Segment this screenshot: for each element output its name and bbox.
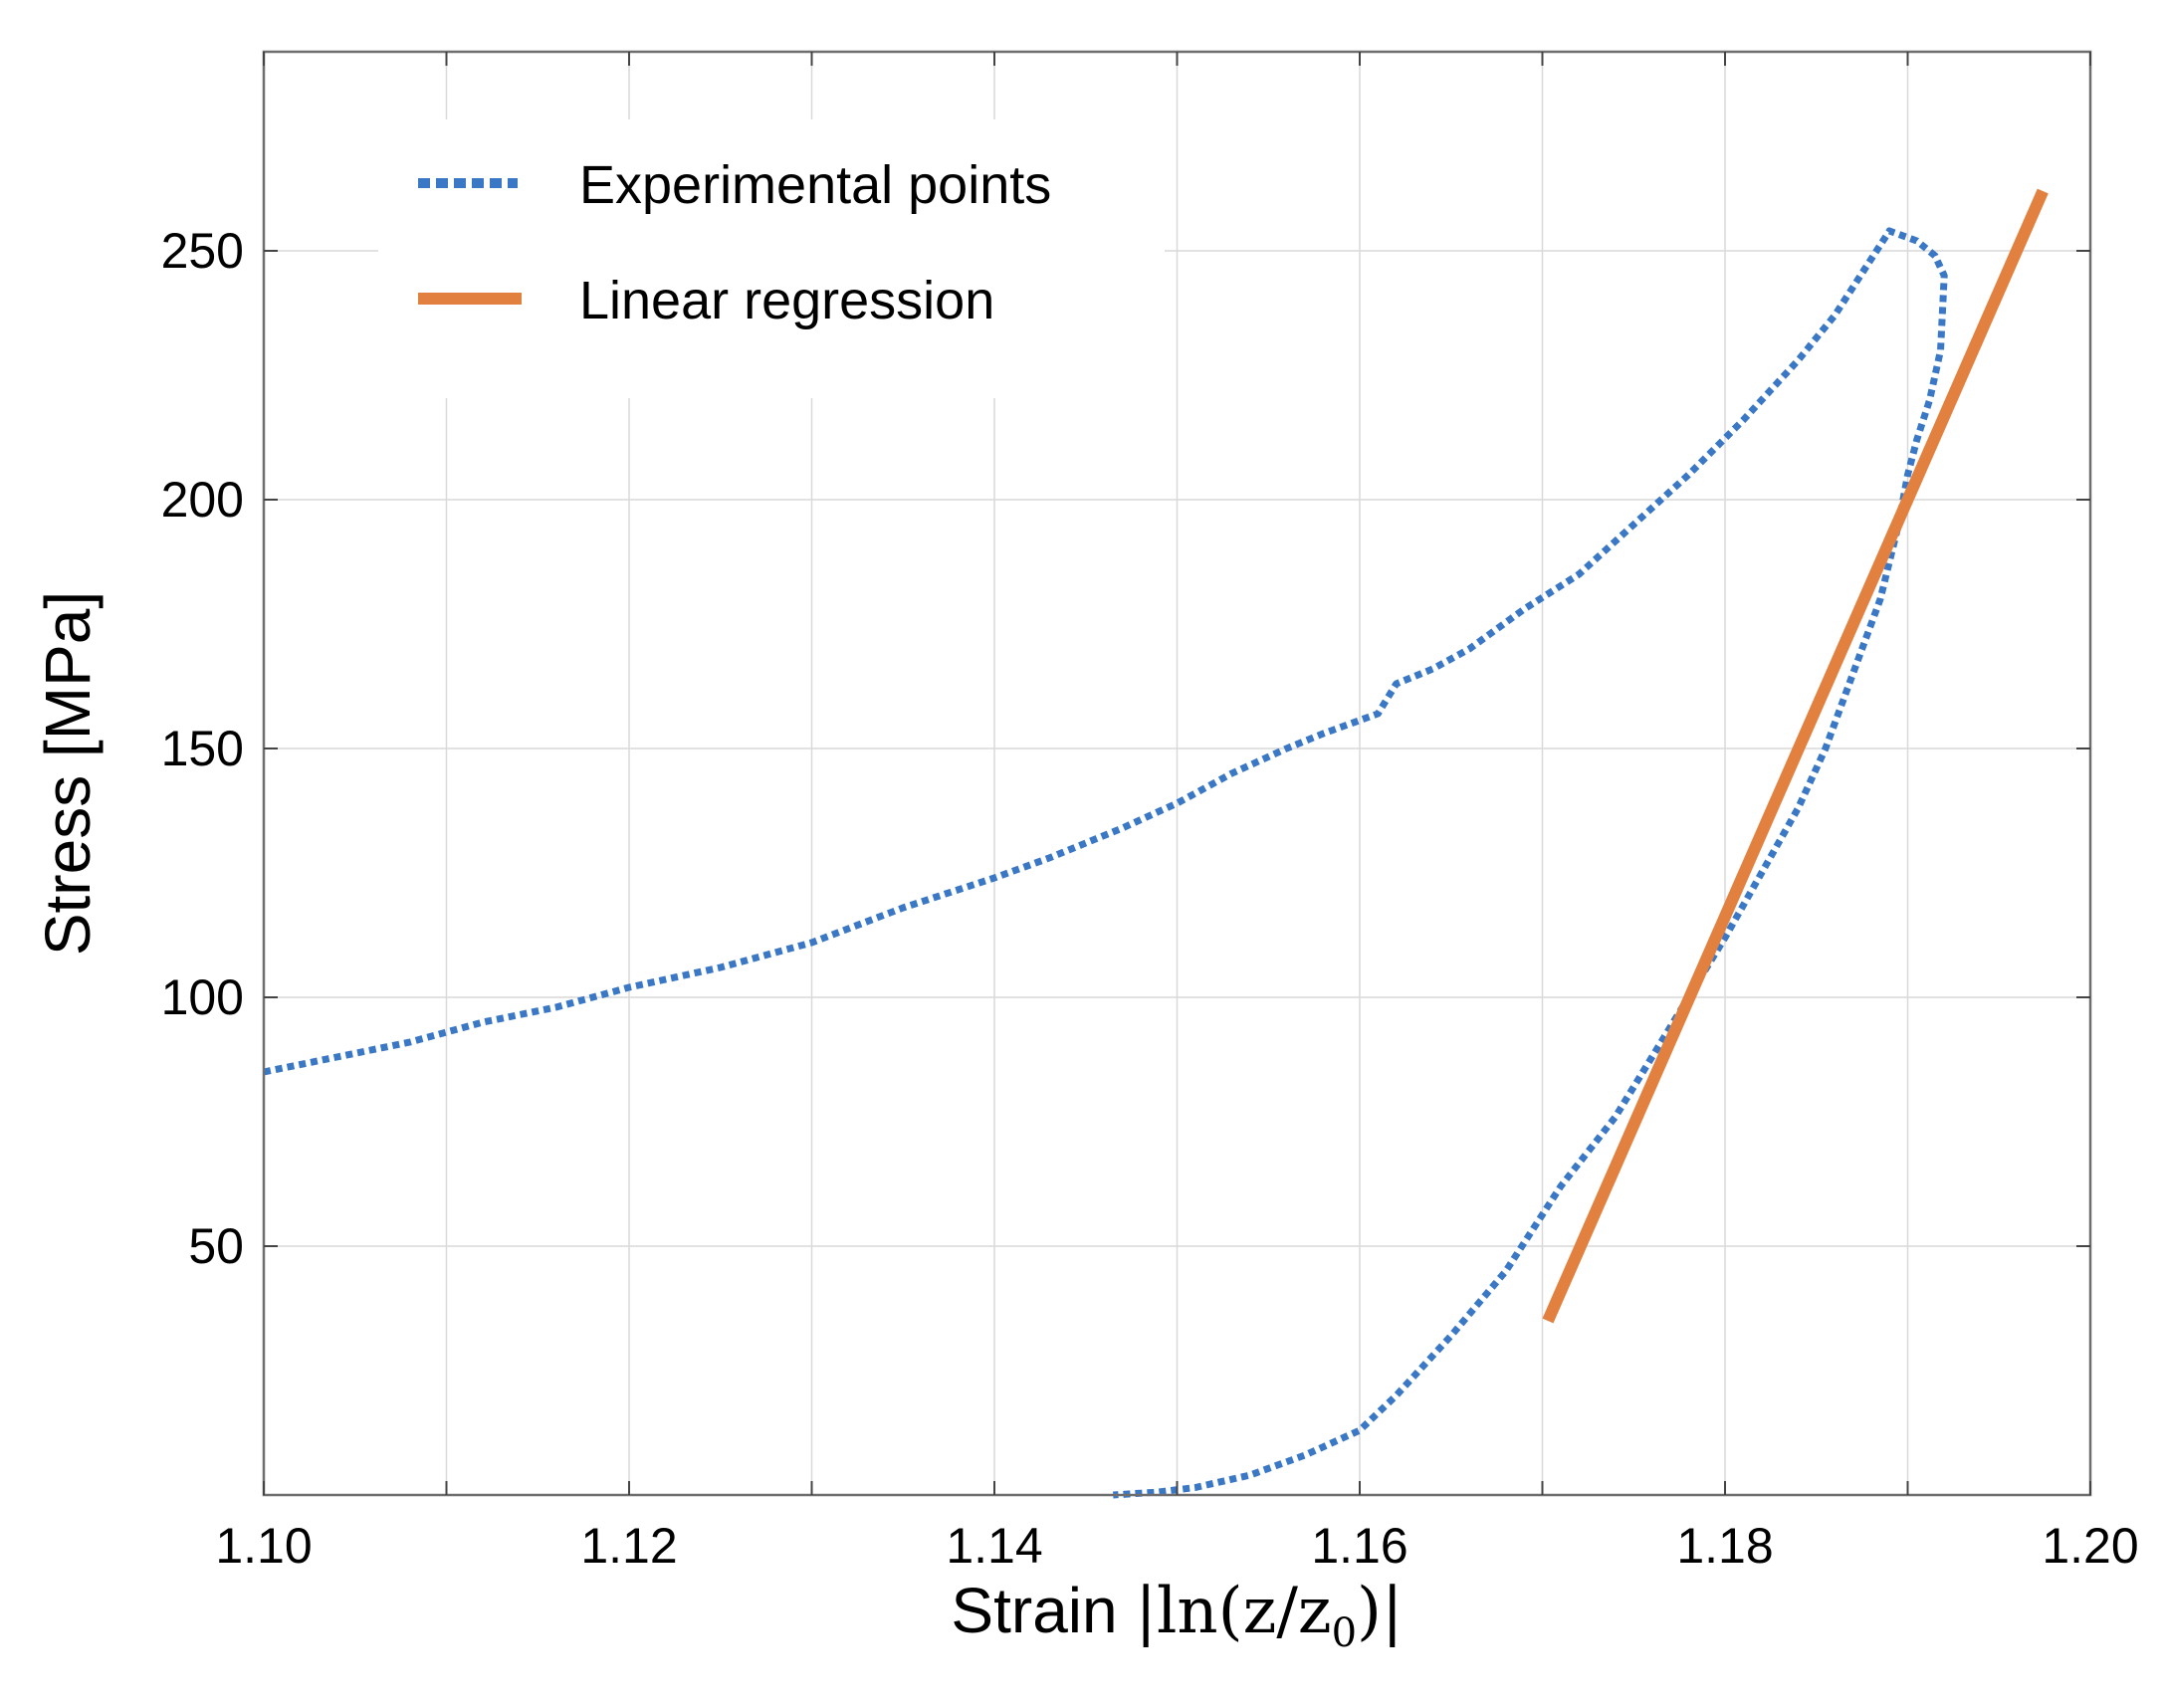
grid-lines — [264, 52, 2090, 1495]
x-axis-title-subscript: 0 — [1332, 1610, 1357, 1656]
x-tick-label: 1.14 — [946, 1518, 1042, 1574]
y-tick-label: 150 — [161, 721, 244, 776]
x-tick-label: 1.12 — [580, 1518, 677, 1574]
x-tick-label: 1.18 — [1676, 1518, 1773, 1574]
linear-regression-line — [1542, 188, 2049, 1324]
x-axis-title-suffix: )| — [1357, 1575, 1404, 1648]
legend: Experimental points Linear regression — [378, 119, 1165, 398]
x-tick-label: 1.20 — [2042, 1518, 2138, 1574]
legend-label-regression: Linear regression — [579, 271, 994, 330]
data-series — [263, 188, 2049, 1499]
x-axis-title-prefix: Strain — [951, 1575, 1135, 1646]
y-tick-label: 50 — [188, 1218, 244, 1274]
legend-background — [378, 119, 1165, 398]
y-tick-label: 250 — [161, 223, 244, 279]
x-tick-label: 1.16 — [1311, 1518, 1407, 1574]
x-axis-title: Strain |ln(z/z0)| — [951, 1575, 1403, 1656]
y-tick-label: 100 — [161, 969, 244, 1025]
y-tick-label: 200 — [161, 472, 244, 528]
y-axis-title: Stress [MPa] — [32, 591, 104, 956]
experimental-points-line — [263, 227, 1948, 1499]
axis-ticks — [263, 52, 2091, 1495]
x-axis-title-math: |ln(z/z — [1135, 1575, 1331, 1648]
legend-label-experimental: Experimental points — [579, 155, 1051, 215]
x-tick-label: 1.10 — [215, 1518, 312, 1574]
